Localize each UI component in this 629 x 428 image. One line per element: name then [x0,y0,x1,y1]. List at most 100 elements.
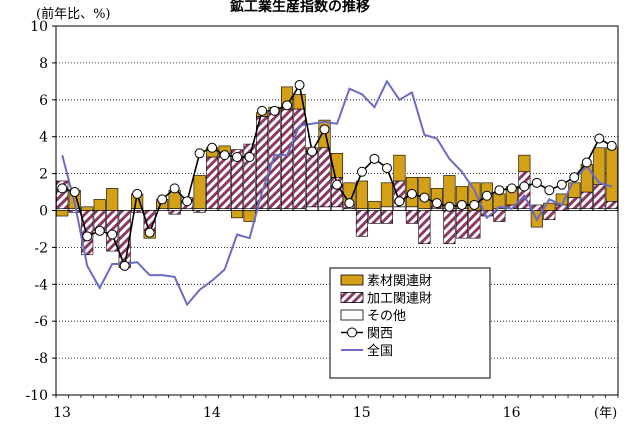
point-kansai [144,227,155,238]
point-kansai [157,194,168,205]
x-tick-label: 15 [353,405,371,421]
point-kansai [257,105,268,116]
y-tick-label: -10 [25,388,48,404]
bar-processing [543,210,556,221]
point-kansai [469,199,480,210]
bar-other [318,206,331,211]
bar-processing [193,210,206,213]
legend-swatch-processing [340,292,364,303]
bar-processing [206,156,219,209]
y-tick-label: 6 [39,93,48,109]
bar-materials [468,182,481,211]
point-kansai [394,196,405,207]
bar-processing [568,197,581,209]
bar-materials [231,210,244,219]
point-kansai [219,150,230,161]
y-tick-label: -8 [34,351,48,367]
point-kansai [307,146,318,157]
bar-materials [330,153,344,178]
x-axis-unit-label: (年) [594,406,617,421]
point-kansai [269,105,280,116]
bar-other [380,206,394,211]
legend-label: 全国 [367,343,393,359]
point-kansai [544,185,555,196]
bar-materials [580,164,593,193]
point-kansai [232,151,243,162]
bar-materials [593,147,606,185]
point-kansai [569,172,580,183]
y-tick-label: 8 [39,56,48,72]
point-kansai [556,179,567,190]
legend-label: 関西 [367,327,393,342]
y-axis-unit-label: (前年比、%) [36,6,111,22]
point-kansai [319,124,330,135]
bar-processing [580,191,593,209]
x-tick-label: 16 [503,405,521,421]
point-kansai [82,231,93,242]
point-kansai [406,188,417,199]
bar-other [405,206,418,211]
bar-other [393,206,406,211]
point-kansai [69,187,80,198]
bar-processing [231,149,244,209]
bar-processing [355,210,369,237]
point-kansai [94,225,105,236]
bar-processing [605,200,618,209]
point-kansai [581,157,592,168]
legend-swatch-other [340,309,364,321]
bar-processing [418,210,431,245]
point-kansai [332,179,342,190]
bar-other [305,206,319,211]
bar-materials [568,182,581,198]
point-kansai [182,196,193,207]
point-kansai [356,166,367,177]
bar-materials [605,147,618,202]
point-kansai [419,192,430,203]
bar-other [330,206,344,211]
point-kansai [369,153,380,164]
y-tick-label: -6 [34,314,48,330]
bar-materials [106,188,119,211]
y-tick-label: 2 [39,167,48,183]
y-tick-label: 10 [30,19,48,35]
bar-processing [455,210,468,239]
y-tick-label: 0 [39,204,48,220]
point-kansai [481,190,492,201]
point-kansai [494,185,505,196]
legend-label: 素材関連財 [367,274,432,289]
line-national [61,79,613,307]
legend-box [329,267,491,379]
point-kansai [119,260,130,271]
bar-materials [380,182,394,208]
bar-materials [81,206,94,211]
legend-marker-kansai [347,327,357,338]
bar-processing [218,153,231,209]
point-kansai [519,181,530,192]
bar-processing [380,210,394,224]
bar-materials [543,202,556,211]
chart-title: 鉱工業生産指数の推移 [230,0,370,15]
x-tick-label: 13 [53,405,71,421]
point-kansai [207,142,218,153]
bar-processing [243,143,256,209]
x-tick-label: 14 [203,405,221,421]
bar-processing [305,151,319,208]
bar-materials [355,180,369,209]
point-kansai [594,133,605,144]
point-kansai [282,100,293,111]
bar-processing [530,204,543,211]
point-kansai [57,183,68,194]
point-kansai [132,188,143,199]
bar-processing [593,184,606,209]
bar-materials [293,93,306,110]
bar-materials [518,154,531,173]
point-kansai [107,229,118,240]
point-kansai [344,198,355,209]
y-tick-label: 4 [39,130,48,146]
bar-materials [93,199,106,211]
point-kansai [606,140,617,151]
bar-processing [280,108,294,209]
y-tick-label: -2 [34,240,48,256]
bar-processing [368,210,381,224]
bar-processing [268,110,281,209]
